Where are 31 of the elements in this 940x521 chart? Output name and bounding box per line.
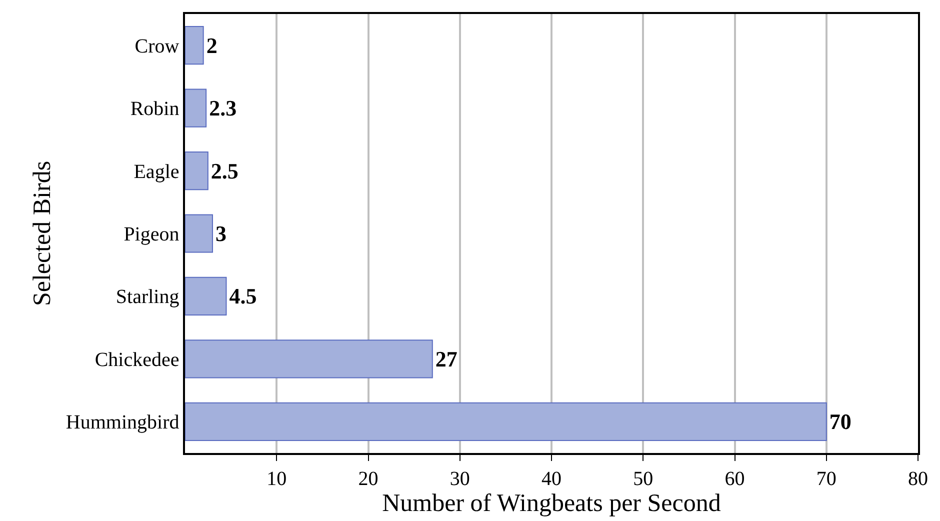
x-tick-label: 80 (908, 468, 928, 490)
x-axis-title: Number of Wingbeats per Second (382, 490, 722, 517)
x-tick-label: 10 (266, 468, 287, 490)
y-tick-label: Hummingbird (66, 412, 180, 434)
x-tick-label: 30 (450, 468, 470, 490)
bar (185, 214, 213, 253)
bar (185, 340, 433, 378)
bar (185, 402, 827, 441)
bar (185, 26, 204, 65)
data-label: 2.3 (209, 96, 237, 121)
bar (185, 276, 227, 316)
y-tick-label: Starling (116, 286, 180, 308)
x-tick-label: 60 (724, 468, 745, 490)
y-tick-label: Robin (130, 98, 180, 120)
y-tick-label: Pigeon (124, 224, 180, 246)
data-label: 27 (435, 346, 458, 372)
x-tick-label: 40 (542, 468, 562, 490)
data-label: 2 (206, 32, 218, 58)
bar (185, 88, 207, 128)
data-label: 3 (215, 221, 226, 246)
x-tick-label: 70 (816, 468, 836, 490)
y-axis-title: Selected Birds (29, 160, 56, 306)
bar (185, 151, 208, 190)
data-label: 2.5 (210, 158, 238, 184)
y-tick-label: Eagle (134, 160, 180, 183)
x-tick-label: 50 (633, 468, 654, 490)
x-tick-label: 20 (358, 468, 378, 490)
data-label: 70 (829, 409, 852, 434)
y-tick-label: Crow (134, 35, 180, 58)
y-tick-label: Chickedee (94, 348, 180, 371)
data-label: 4.5 (229, 284, 257, 309)
